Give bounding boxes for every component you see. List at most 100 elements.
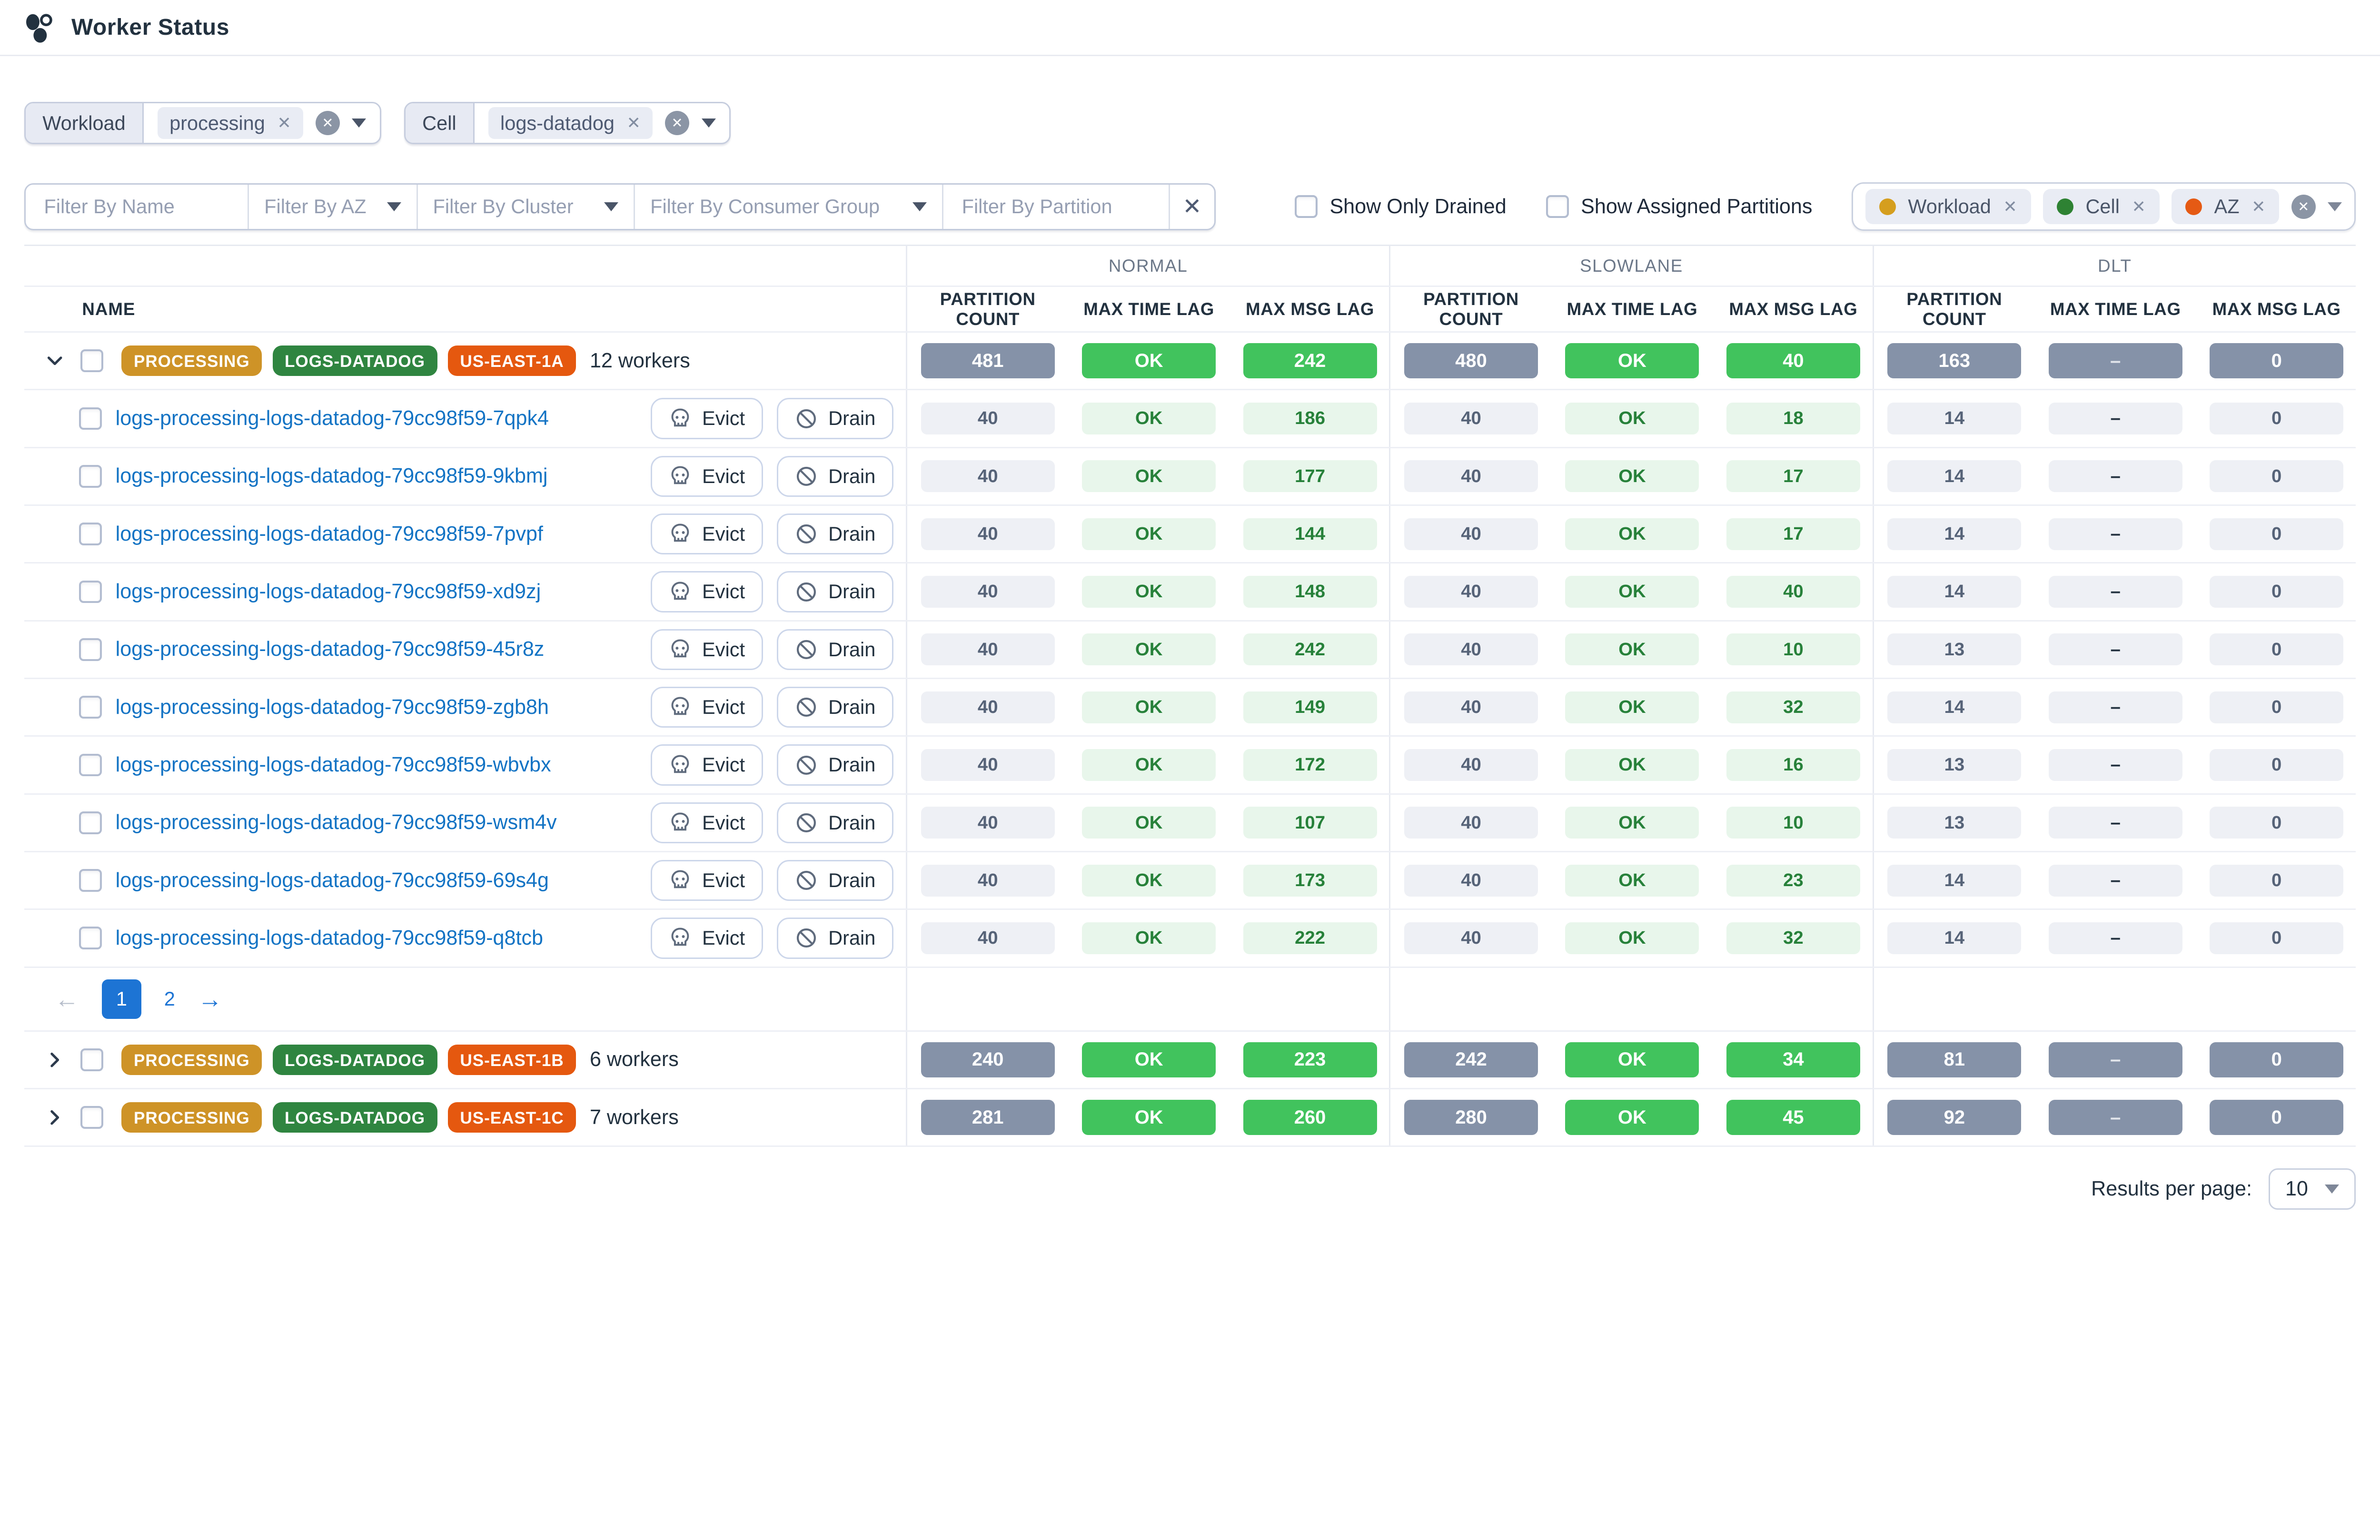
group-by-cell-pill[interactable]: Cell ✕ xyxy=(2043,189,2160,224)
evict-button[interactable]: Evict xyxy=(650,687,764,728)
skull-icon xyxy=(669,581,692,603)
clear-filter-icon[interactable]: ✕ xyxy=(315,111,340,136)
filter-by-name-input[interactable] xyxy=(41,194,233,220)
worker-name-link[interactable]: logs-processing-logs-datadog-79cc98f59-w… xyxy=(115,753,551,776)
row-checkbox[interactable] xyxy=(79,407,102,430)
chevron-down-icon[interactable] xyxy=(352,118,367,128)
workload-filter-tag[interactable]: processing ✕ xyxy=(157,107,304,139)
clear-filters-button[interactable]: ✕ xyxy=(1169,184,1214,229)
checkbox[interactable] xyxy=(1295,195,1318,218)
metric-pill: 14 xyxy=(1887,575,2022,608)
remove-tag-icon[interactable]: ✕ xyxy=(626,114,641,133)
chevron-down-icon xyxy=(912,202,927,211)
remove-tag-icon[interactable]: ✕ xyxy=(2003,197,2017,216)
row-checkbox[interactable] xyxy=(79,927,102,950)
filter-by-cluster-select[interactable]: Filter By Cluster xyxy=(416,184,634,229)
worker-name-link[interactable]: logs-processing-logs-datadog-79cc98f59-q… xyxy=(115,926,543,949)
group-by-workload-pill[interactable]: Workload ✕ xyxy=(1865,189,2031,224)
group-checkbox[interactable] xyxy=(80,349,104,373)
filter-input-group: Filter By AZ Filter By Cluster Filter By… xyxy=(24,183,1216,230)
remove-tag-icon[interactable]: ✕ xyxy=(2132,197,2146,216)
column-header: PARTITION COUNT xyxy=(1423,289,1519,329)
worker-name-link[interactable]: logs-processing-logs-datadog-79cc98f59-w… xyxy=(115,811,557,834)
page-button-1[interactable]: 1 xyxy=(101,979,141,1019)
metric-pill: OK xyxy=(1082,922,1216,954)
drain-button[interactable]: Drain xyxy=(776,860,894,901)
metric-pill: OK xyxy=(1082,460,1216,493)
row-checkbox[interactable] xyxy=(79,638,102,661)
collapse-chevron-icon[interactable] xyxy=(38,352,71,370)
next-page-arrow-icon[interactable]: → xyxy=(198,985,222,1013)
worker-name-link[interactable]: logs-processing-logs-datadog-79cc98f59-7… xyxy=(115,406,549,430)
table-row: logs-processing-logs-datadog-79cc98f59-x… xyxy=(24,563,2356,622)
row-checkbox[interactable] xyxy=(79,464,102,488)
worker-name-link[interactable]: logs-processing-logs-datadog-79cc98f59-z… xyxy=(115,695,549,719)
metric-pill: – xyxy=(2048,922,2182,954)
evict-button[interactable]: Evict xyxy=(650,918,764,959)
drain-button[interactable]: Drain xyxy=(776,629,894,670)
evict-button[interactable]: Evict xyxy=(650,744,764,786)
cell-badge: LOGS-DATADOG xyxy=(272,1044,437,1075)
drain-button[interactable]: Drain xyxy=(776,918,894,959)
metric-pill: 40 xyxy=(921,460,1055,493)
worker-count-label: 6 workers xyxy=(589,1048,679,1071)
section-header-dlt: DLT xyxy=(2098,256,2132,276)
metric-pill: 281 xyxy=(921,1100,1055,1135)
drain-button[interactable]: Drain xyxy=(776,571,894,612)
drain-button[interactable]: Drain xyxy=(776,802,894,843)
evict-button[interactable]: Evict xyxy=(650,802,764,843)
worker-name-link[interactable]: logs-processing-logs-datadog-79cc98f59-4… xyxy=(115,638,545,661)
group-checkbox[interactable] xyxy=(80,1048,104,1071)
row-checkbox[interactable] xyxy=(79,696,102,719)
filter-by-partition-input[interactable] xyxy=(959,194,1154,220)
row-checkbox[interactable] xyxy=(79,811,102,834)
metric-pill: 242 xyxy=(1243,633,1377,666)
checkbox[interactable] xyxy=(1546,195,1569,218)
prev-page-arrow-icon[interactable]: ← xyxy=(54,985,79,1013)
evict-button[interactable]: Evict xyxy=(650,571,764,612)
filter-by-az-select[interactable]: Filter By AZ xyxy=(248,184,416,229)
clear-groupby-icon[interactable]: ✕ xyxy=(2291,194,2316,219)
row-checkbox[interactable] xyxy=(79,523,102,546)
chevron-down-icon[interactable] xyxy=(2328,202,2342,211)
drain-button[interactable]: Drain xyxy=(776,398,894,439)
evict-button[interactable]: Evict xyxy=(650,398,764,439)
workload-badge: PROCESSING xyxy=(121,1102,262,1133)
expand-chevron-icon[interactable] xyxy=(38,1108,71,1126)
clear-filter-icon[interactable]: ✕ xyxy=(665,111,690,136)
cell-filter-tag[interactable]: logs-datadog ✕ xyxy=(488,107,653,139)
show-only-drained-checkbox-item[interactable]: Show Only Drained xyxy=(1295,195,1507,218)
metric-pill: 0 xyxy=(2210,864,2344,897)
metric-pill: 13 xyxy=(1887,807,2022,839)
worker-name-link[interactable]: logs-processing-logs-datadog-79cc98f59-9… xyxy=(115,464,548,488)
metric-pill: 280 xyxy=(1404,1100,1538,1135)
worker-name-link[interactable]: logs-processing-logs-datadog-79cc98f59-6… xyxy=(115,869,549,892)
group-checkbox[interactable] xyxy=(80,1106,104,1129)
remove-tag-icon[interactable]: ✕ xyxy=(2251,197,2266,216)
table-column-header-row: NAME PARTITION COUNT MAX TIME LAG MAX MS… xyxy=(24,287,2356,333)
row-checkbox[interactable] xyxy=(79,753,102,777)
filter-by-consumer-group-select[interactable]: Filter By Consumer Group xyxy=(634,184,942,229)
worker-name-link[interactable]: logs-processing-logs-datadog-79cc98f59-x… xyxy=(115,580,541,603)
drain-button[interactable]: Drain xyxy=(776,455,894,497)
evict-button[interactable]: Evict xyxy=(650,513,764,555)
drain-button[interactable]: Drain xyxy=(776,687,894,728)
row-checkbox[interactable] xyxy=(79,869,102,892)
expand-chevron-icon[interactable] xyxy=(38,1051,71,1069)
remove-tag-icon[interactable]: ✕ xyxy=(277,114,291,133)
drain-button[interactable]: Drain xyxy=(776,744,894,786)
row-checkbox[interactable] xyxy=(79,580,102,603)
metric-pill: OK xyxy=(1565,1100,1699,1135)
results-per-page-select[interactable]: 10 xyxy=(2269,1168,2356,1210)
worker-name-link[interactable]: logs-processing-logs-datadog-79cc98f59-7… xyxy=(115,522,543,545)
metric-pill: 186 xyxy=(1243,402,1377,434)
page-button-2[interactable]: 2 xyxy=(164,987,175,1010)
chevron-down-icon[interactable] xyxy=(701,118,716,128)
drain-button[interactable]: Drain xyxy=(776,513,894,555)
evict-button[interactable]: Evict xyxy=(650,455,764,497)
show-assigned-partitions-checkbox-item[interactable]: Show Assigned Partitions xyxy=(1546,195,1812,218)
metric-pill: 40 xyxy=(1404,460,1538,493)
group-by-az-pill[interactable]: AZ ✕ xyxy=(2172,189,2280,224)
evict-button[interactable]: Evict xyxy=(650,860,764,901)
evict-button[interactable]: Evict xyxy=(650,629,764,670)
